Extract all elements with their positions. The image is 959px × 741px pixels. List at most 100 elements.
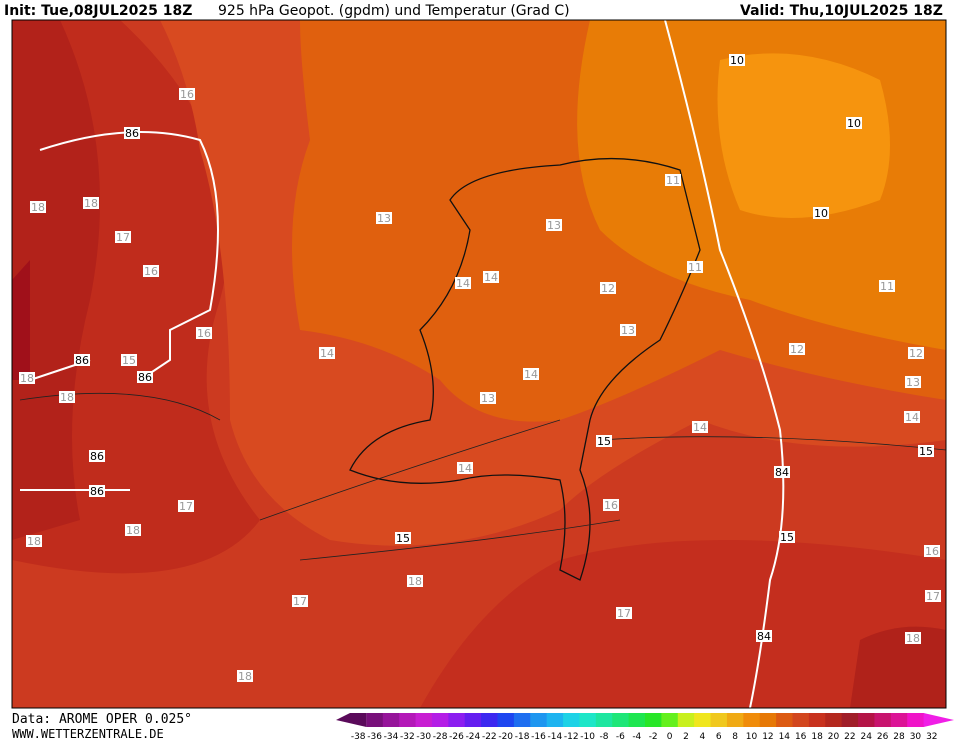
colorbar-tick-label: -22 [482, 732, 497, 741]
colorbar-tick-label: 22 [844, 732, 855, 741]
colorbar-tick-label: 14 [779, 732, 791, 741]
colorbar-tick-label: -30 [416, 732, 431, 741]
colorbar-tick-label: -24 [466, 732, 481, 741]
colorbar-tick-label: 26 [877, 732, 889, 741]
colorbar-bin [825, 713, 843, 727]
colorbar-tick-label: 6 [716, 732, 722, 741]
contour-label: 16 [925, 545, 939, 558]
colorbar-bin [497, 713, 515, 727]
colorbar-bin [726, 713, 744, 727]
label-box [620, 324, 636, 336]
contour-label: 86 [75, 354, 89, 367]
colorbar-bin [694, 713, 712, 727]
colorbar-tick-label: -28 [433, 732, 448, 741]
label-box [729, 54, 745, 66]
colorbar-bin [645, 713, 662, 727]
contour-label: 13 [377, 212, 391, 225]
contour-label: 17 [293, 595, 307, 608]
label-box [924, 545, 940, 557]
contour-label: 13 [481, 392, 495, 405]
label-box [89, 485, 105, 497]
contour-label: 15 [122, 354, 136, 367]
colorbar-bin [579, 713, 597, 727]
label-box [124, 127, 140, 139]
label-box [779, 531, 795, 543]
label-box [600, 282, 616, 294]
label-box [879, 280, 895, 292]
label-box [178, 500, 194, 512]
label-box [480, 392, 496, 404]
colorbar-arrow [923, 713, 954, 727]
valid-time: Valid: Thu,10JUL2025 18Z [740, 3, 943, 19]
colorbar-tick-label: -26 [449, 732, 464, 741]
colorbar-bin [595, 713, 613, 727]
label-box [523, 368, 539, 380]
label-box [756, 630, 772, 642]
label-box [19, 372, 35, 384]
label-box [665, 174, 681, 186]
contour-label: 10 [730, 54, 744, 67]
colorbar-bin [448, 713, 466, 727]
colorbar-tick-label: -20 [498, 732, 513, 741]
contour-label: 14 [905, 411, 919, 424]
colorbar-tick-label: -34 [384, 732, 399, 741]
colorbar-bin [759, 713, 777, 727]
colorbar-tick-label: -6 [616, 732, 625, 741]
label-box [237, 670, 253, 682]
contour-label: 17 [179, 500, 193, 513]
contour-label: 10 [847, 117, 861, 130]
label-box [395, 532, 411, 544]
contour-label: 14 [320, 347, 334, 360]
colorbar-bin [858, 713, 875, 727]
label-box [692, 421, 708, 433]
colorbar-bin [382, 713, 400, 727]
label-box [904, 411, 920, 423]
colorbar-tick-label: 2 [683, 732, 689, 741]
colorbar-bin [513, 713, 531, 727]
colorbar-tick-label: 30 [910, 732, 922, 741]
contour-label: 16 [180, 88, 194, 101]
colorbar-tick-label: -2 [649, 732, 658, 741]
label-box [687, 261, 703, 273]
contour-label: 14 [524, 368, 538, 381]
colorbar-bin [743, 713, 761, 727]
map-title: 925 hPa Geopot. (gpdm) und Temperatur (G… [218, 3, 570, 19]
label-box [603, 499, 619, 511]
colorbar-bin [366, 713, 384, 727]
contour-label: 12 [909, 347, 923, 360]
contour-label: 18 [20, 372, 34, 385]
colorbar-tick-label: 4 [699, 732, 705, 741]
contour-label: 15 [780, 531, 794, 544]
colorbar-tick-label: -18 [515, 732, 530, 741]
contour-label: 13 [621, 324, 635, 337]
contour-label: 15 [396, 532, 410, 545]
colorbar-bin [546, 713, 564, 727]
colorbar-tick-label: 28 [893, 732, 905, 741]
label-box [125, 524, 141, 536]
colorbar-tick-label: -36 [367, 732, 382, 741]
colorbar-tick-label: -38 [351, 732, 366, 741]
map [11, 19, 947, 709]
label-box [376, 212, 392, 224]
label-box [30, 201, 46, 213]
label-box [83, 197, 99, 209]
contour-label: 15 [597, 435, 611, 448]
label-box [143, 265, 159, 277]
contour-label: 13 [906, 376, 920, 389]
contour-label: 13 [547, 219, 561, 232]
label-box [457, 462, 473, 474]
contour-label: 17 [926, 590, 940, 603]
contour-label: 18 [906, 632, 920, 645]
colorbar-tick-label: -12 [564, 732, 579, 741]
colorbar-tick-label: -10 [580, 732, 595, 741]
label-box [616, 607, 632, 619]
label-box [846, 117, 862, 129]
contour-label: 86 [125, 127, 139, 140]
label-box [292, 595, 308, 607]
contour-label: 16 [144, 265, 158, 278]
contour-label: 14 [458, 462, 472, 475]
colorbar-tick-label: 10 [746, 732, 758, 741]
contour-label: 84 [757, 630, 771, 643]
colorbar-tick-label: -4 [632, 732, 641, 741]
